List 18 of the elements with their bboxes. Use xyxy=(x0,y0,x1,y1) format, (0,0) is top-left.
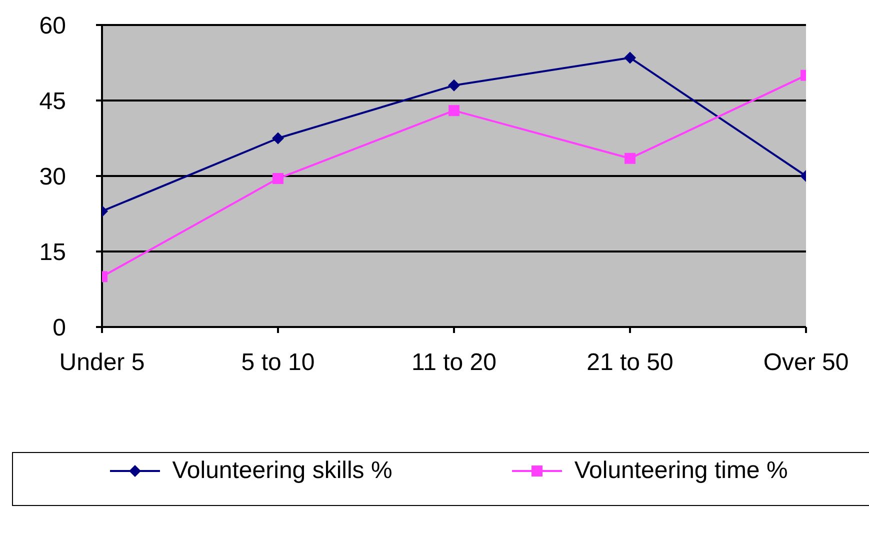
y-tick-label: 30 xyxy=(39,164,66,191)
legend-label: Volunteering time % xyxy=(573,457,788,485)
point xyxy=(272,173,284,184)
y-tick-label: 0 xyxy=(52,314,66,342)
point xyxy=(448,105,460,116)
y-tick-label: 15 xyxy=(39,239,66,266)
x-tick-label: Under 5 xyxy=(59,349,145,376)
point xyxy=(624,52,636,64)
point xyxy=(448,79,460,92)
point xyxy=(624,152,636,164)
x-tick-label: 21 to 50 xyxy=(586,349,674,376)
y-tick-label: 60 xyxy=(39,12,66,40)
y-tick-label: 45 xyxy=(39,88,66,116)
legend-label: Volunteering skills % xyxy=(171,457,392,485)
point xyxy=(272,132,284,144)
x-tick-label: 5 to 10 xyxy=(241,349,315,376)
x-tick-label: 11 to 20 xyxy=(412,349,496,376)
x-tick-label: Over 50 xyxy=(763,349,849,376)
